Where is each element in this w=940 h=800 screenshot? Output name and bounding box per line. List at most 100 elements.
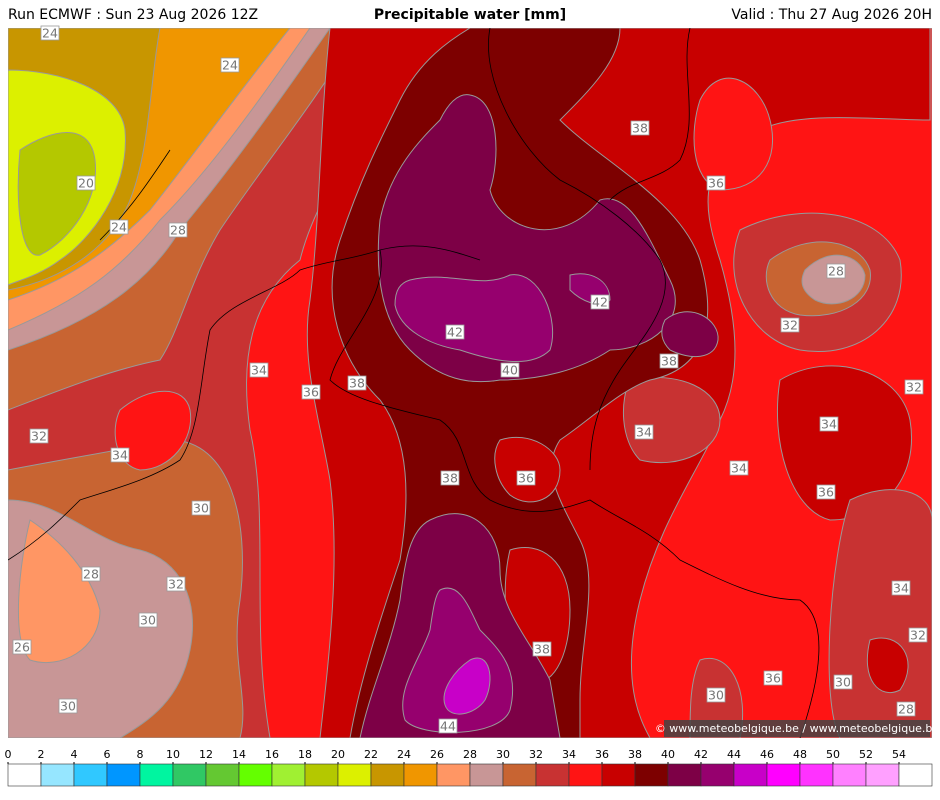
contour-label: 30	[193, 501, 209, 516]
contour-label: 34	[636, 425, 652, 440]
contour-label-box	[29, 428, 49, 444]
colorbar-tick-label: 26	[430, 748, 444, 761]
contour-label: 34	[821, 417, 837, 432]
contour-label-box	[891, 580, 911, 596]
colorbar-swatch	[436, 763, 471, 787]
colorbar-tick-label: 54	[892, 748, 906, 761]
contour-label-box	[168, 222, 188, 238]
colorbar-swatch	[634, 763, 669, 787]
contour-label: 34	[893, 581, 909, 596]
contour-label-box	[301, 384, 321, 400]
run-info: Run ECMWF : Sun 23 Aug 2026 12Z	[8, 7, 258, 23]
colorbar-swatch	[304, 763, 339, 787]
colorbar-swatch	[898, 763, 933, 787]
colorbar-swatch	[172, 763, 207, 787]
colorbar-tick-label: 28	[463, 748, 477, 761]
contour-label-box	[659, 353, 679, 369]
contour-label: 28	[828, 264, 844, 279]
colorbar-tick-label: 36	[595, 748, 609, 761]
contour-label: 38	[534, 642, 550, 657]
colorbar-tick-label: 44	[727, 748, 741, 761]
field-42	[394, 274, 554, 362]
field-34b	[114, 390, 192, 471]
contour-label: 42	[447, 325, 463, 340]
contour-label: 38	[349, 376, 365, 391]
contour-label-box	[630, 120, 650, 136]
field-18	[17, 132, 97, 256]
colorbar-swatch	[733, 763, 768, 787]
contour-label: 36	[818, 485, 834, 500]
contour-label-box	[445, 324, 465, 340]
contour-label-box	[347, 375, 367, 391]
map-title: Precipitable water [mm]	[374, 7, 566, 23]
contour-label: 24	[111, 220, 127, 235]
field-44	[443, 657, 491, 715]
colorbar-swatch	[7, 763, 42, 787]
contour-label: 36	[708, 176, 724, 191]
colorbar-tick-label: 8	[137, 748, 144, 761]
contour-label-box	[819, 416, 839, 432]
colorbar-swatch	[238, 763, 273, 787]
colorbar-tick-label: 52	[859, 748, 873, 761]
borders	[8, 28, 820, 738]
contour-label: 32	[31, 429, 47, 444]
valid-time: Valid : Thu 27 Aug 2026 20H	[731, 7, 932, 23]
colorbar-swatch	[106, 763, 141, 787]
colorbar-tick-label: 48	[793, 748, 807, 761]
contour-label: 30	[140, 613, 156, 628]
contour-label-box	[816, 484, 836, 500]
colorbar-tick-label: 34	[562, 748, 576, 761]
colorbar-swatch	[502, 763, 537, 787]
contour-label: 38	[632, 121, 648, 136]
colorbar-swatch	[535, 763, 570, 787]
contour-label-box	[634, 424, 654, 440]
contour-label: 30	[60, 699, 76, 714]
copyright: © www.meteobelgique.be / www.meteobelgiq…	[655, 722, 940, 735]
colorbar-tick-label: 40	[661, 748, 675, 761]
contour-label: 34	[112, 448, 128, 463]
contour-label: 32	[910, 628, 926, 643]
colorbar-swatch	[139, 763, 174, 787]
contour-label-box	[220, 57, 240, 73]
contour-label: 30	[708, 688, 724, 703]
contour-label: 38	[661, 354, 677, 369]
colorbar-tick-label: 10	[166, 748, 180, 761]
contour-label-box	[904, 379, 924, 395]
field-28c	[801, 254, 866, 305]
colorbar-tick-label: 6	[104, 748, 111, 761]
field-36c	[866, 637, 909, 693]
field-32d	[622, 376, 721, 464]
field-36d	[494, 436, 561, 503]
contour-label-box	[109, 219, 129, 235]
contour-label-box	[40, 25, 60, 41]
contour-label-box	[81, 566, 101, 582]
colorbar-tick-label: 20	[331, 748, 345, 761]
colorbar-tick-label: 50	[826, 748, 840, 761]
contour-label: 36	[765, 671, 781, 686]
colorbar-tick-label: 30	[496, 748, 510, 761]
colorbar-swatch	[766, 763, 801, 787]
colorbar-swatch	[865, 763, 900, 787]
field-26b	[18, 519, 101, 664]
field-34c	[693, 77, 774, 191]
contour-label: 26	[14, 640, 30, 655]
colorbar-swatch	[337, 763, 372, 787]
contour-label: 30	[835, 675, 851, 690]
colorbar-swatch	[40, 763, 75, 787]
colorbar-swatch	[370, 763, 405, 787]
contour-label-box	[58, 698, 78, 714]
contour-label-box	[12, 639, 32, 655]
contour-label: 34	[251, 363, 267, 378]
contour-label: 36	[303, 385, 319, 400]
contour-label: 34	[731, 461, 747, 476]
colorbar-tick-label: 4	[71, 748, 78, 761]
contour-label-box	[896, 701, 916, 717]
contour-label: 28	[83, 567, 99, 582]
contour-label-box	[833, 674, 853, 690]
colorbar-swatch	[568, 763, 603, 787]
colorbar-tick-label: 18	[298, 748, 312, 761]
contour-label-box	[249, 362, 269, 378]
colorbar-swatch	[73, 763, 108, 787]
colorbar-tick-label: 16	[265, 748, 279, 761]
